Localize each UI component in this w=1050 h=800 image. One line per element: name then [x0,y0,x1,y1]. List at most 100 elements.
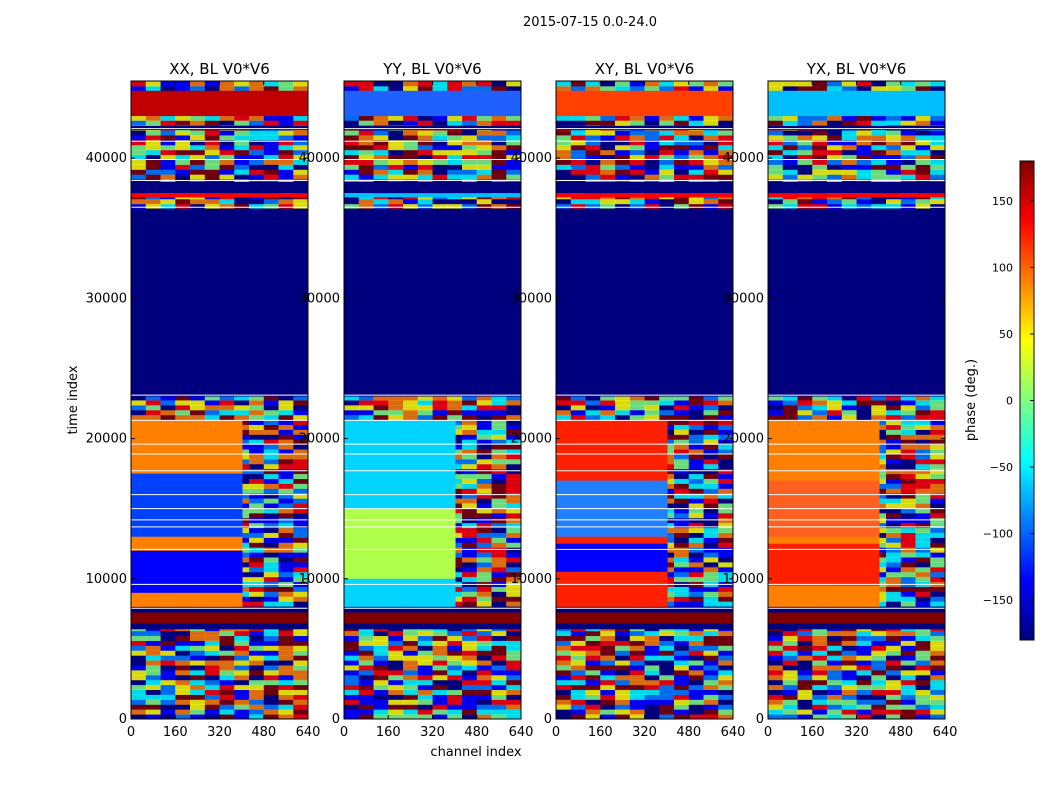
heatmap-cell [812,655,828,661]
heatmap-band [768,193,945,198]
heatmap-cell [585,650,601,656]
heatmap-cell [703,645,719,651]
heatmap-cell [718,164,733,170]
panel-title: XY, BL V0*V6 [595,60,695,78]
heatmap-cell [570,689,586,695]
heatmap-cell [688,547,704,553]
heatmap-cell [585,115,601,121]
heatmap-cell [190,669,206,676]
heatmap-cell [145,674,161,681]
heatmap-cell [900,552,916,558]
heatmap-cell [570,640,586,646]
heatmap-cell [491,507,507,514]
heatmap-cell [688,527,704,534]
x-tick-label: 320 [844,725,869,740]
heatmap-cell [688,586,704,592]
heatmap-cell [417,689,433,695]
heatmap-cell [417,630,433,637]
heatmap-cell [856,694,872,700]
heatmap-cell [462,586,478,592]
heatmap-cell [293,164,308,170]
heatmap-cell [900,571,916,578]
heatmap-cell [674,149,690,156]
heatmap-cell [644,689,660,695]
heatmap-cell [432,139,448,146]
heatmap-cell [249,174,265,180]
y-axis-label: time index [66,365,81,434]
heatmap-cell [403,655,419,661]
heatmap-cell [674,404,690,411]
heatmap-cell [871,154,887,161]
heatmap-cell [659,704,675,710]
heatmap-cell [491,640,507,646]
heatmap-cell [886,522,902,529]
heatmap-cell [900,478,916,484]
y-tick-label: 10000 [299,572,340,587]
heatmap-cell [219,139,235,146]
heatmap-cell [145,709,161,715]
heatmap-cell [358,689,374,695]
heatmap-cell [358,684,374,691]
heatmap-cell [600,198,616,205]
heatmap-cell [462,159,478,165]
heatmap-cell [249,689,265,695]
heatmap-cell [768,704,784,710]
heatmap-cell [160,674,176,681]
heatmap-cell [659,404,675,411]
heatmap-cell [703,684,719,691]
heatmap-cell [403,704,419,710]
heatmap-cell [462,704,478,710]
heatmap-cell [278,130,294,136]
heatmap-cell [145,704,161,710]
heatmap-cell [293,159,308,165]
heatmap-cell [703,674,719,681]
heatmap-cell [234,149,250,156]
heatmap-cell [841,694,857,700]
heatmap-cell [293,660,308,666]
heatmap-cell [476,517,492,524]
heatmap-cell [462,453,478,460]
heatmap-cell [782,674,798,681]
heatmap-cell [930,409,945,416]
heatmap-cell [145,689,161,695]
heatmap-cell [249,120,265,126]
heatmap-cell [293,154,308,161]
heatmap-cell [930,532,945,538]
heatmap-cell [476,85,492,92]
heatmap-cell [131,409,147,416]
heatmap-cell [190,159,206,165]
heatmap-cell [462,689,478,695]
heatmap-cell [674,679,690,686]
heatmap-cell [930,537,945,543]
heatmap-cell [432,689,448,695]
heatmap-cell [629,714,645,719]
heatmap-cell [293,714,308,719]
heatmap-cell [718,488,733,494]
heatmap-cell [915,130,931,136]
heatmap-cell [263,120,279,126]
heatmap-cell [160,203,176,210]
heatmap-cell [131,149,147,156]
heatmap-cell [797,400,813,406]
heatmap-cell [703,561,719,568]
heatmap-cell [900,174,916,180]
heatmap-cell [915,684,931,691]
heatmap-cell [462,488,478,494]
heatmap-cell [344,669,360,676]
heatmap-cell [600,395,616,401]
heatmap-cell [930,444,945,450]
heatmap-cell [249,640,265,646]
heatmap-cell [659,203,675,210]
heatmap-cell [915,704,931,710]
heatmap-cell [688,115,704,121]
heatmap-cell [145,85,161,92]
heatmap-cell [417,115,433,121]
heatmap-cell [718,635,733,641]
heatmap-cell [827,630,843,637]
heatmap-cell [388,699,404,705]
heatmap-cell [491,120,507,126]
heatmap-cell [278,429,294,435]
heatmap-cell [249,650,265,656]
heatmap-cell [856,179,872,185]
heatmap-cell [190,660,206,666]
